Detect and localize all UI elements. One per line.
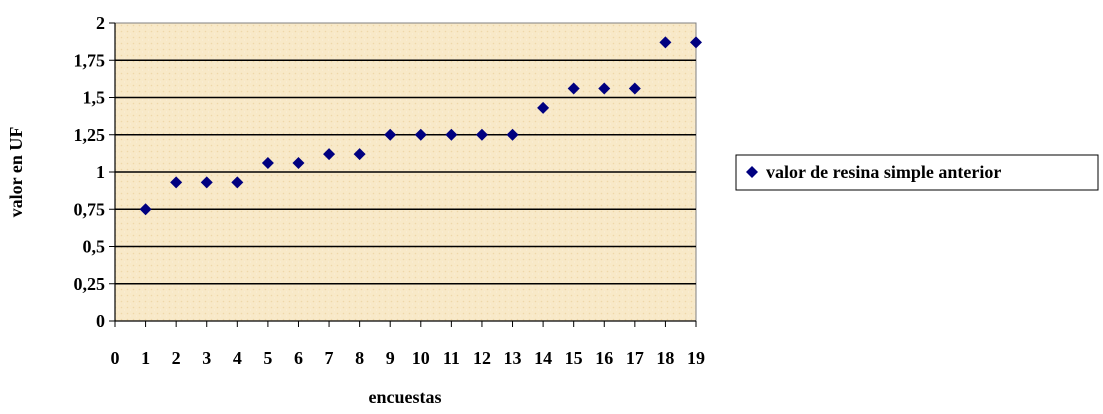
x-tick-label: 16 [595, 348, 613, 368]
data-point [323, 148, 336, 161]
x-tick-label: 18 [656, 348, 674, 368]
x-tick-label: 15 [565, 348, 583, 368]
data-point [414, 128, 427, 141]
y-tick-label: 1,5 [83, 88, 106, 108]
x-tick-label: 8 [355, 348, 364, 368]
legend-box [735, 154, 1099, 191]
x-tick-label: 17 [626, 348, 644, 368]
y-tick-label: 0 [96, 311, 105, 331]
data-point [690, 36, 702, 49]
y-axis-ticks: 0 0,25 0,5 0,75 1 1,25 1,5 1,75 2 [74, 13, 115, 331]
y-tick-label: 0,25 [74, 274, 106, 294]
x-tick-label: 7 [325, 348, 334, 368]
y-tick-label: 2 [96, 13, 105, 33]
x-tick-label: 11 [443, 348, 460, 368]
x-tick-label: 2 [172, 348, 181, 368]
data-point [231, 176, 244, 189]
legend-marker-diamond [746, 166, 758, 178]
legend-label: valor de resina simple anterior [766, 162, 1001, 182]
x-tick-label: 9 [386, 348, 395, 368]
data-points [139, 36, 702, 216]
y-tick-label: 1,75 [74, 50, 106, 70]
data-point [567, 82, 580, 95]
data-point [659, 36, 672, 49]
data-point [292, 157, 305, 170]
x-tick-label: 6 [294, 348, 303, 368]
y-tick-label: 1,25 [74, 125, 106, 145]
data-point [261, 157, 274, 170]
x-tick-label: 12 [473, 348, 491, 368]
x-tick-label: 0 [111, 348, 120, 368]
legend: valor de resina simple anterior [735, 154, 1099, 191]
data-point [353, 148, 366, 161]
x-tick-label: 19 [687, 348, 705, 368]
x-tick-label: 10 [412, 348, 430, 368]
data-point [506, 128, 519, 141]
data-point [445, 128, 458, 141]
x-tick-label: 4 [233, 348, 242, 368]
x-tick-label: 14 [534, 348, 552, 368]
data-point [384, 128, 397, 141]
y-tick-label: 0,5 [83, 237, 106, 257]
y-tick-label: 0,75 [74, 199, 106, 219]
data-point [200, 176, 213, 189]
x-axis-title: encuestas [369, 387, 442, 407]
data-point [628, 82, 641, 95]
x-tick-label: 3 [202, 348, 211, 368]
data-point [139, 203, 152, 216]
data-point [537, 101, 550, 114]
x-tick-label: 1 [141, 348, 150, 368]
y-axis-title: valor en UF [6, 127, 26, 218]
x-axis-ticks: 0 1 2 3 4 5 6 7 8 9 10 11 12 13 14 15 16 17 18 19 [111, 321, 705, 368]
y-tick-label: 1 [96, 162, 105, 182]
data-point [598, 82, 611, 95]
x-tick-label: 5 [263, 348, 272, 368]
gridlines [115, 59, 696, 285]
x-tick-label: 13 [504, 348, 522, 368]
data-point [475, 128, 488, 141]
data-point [170, 176, 183, 189]
